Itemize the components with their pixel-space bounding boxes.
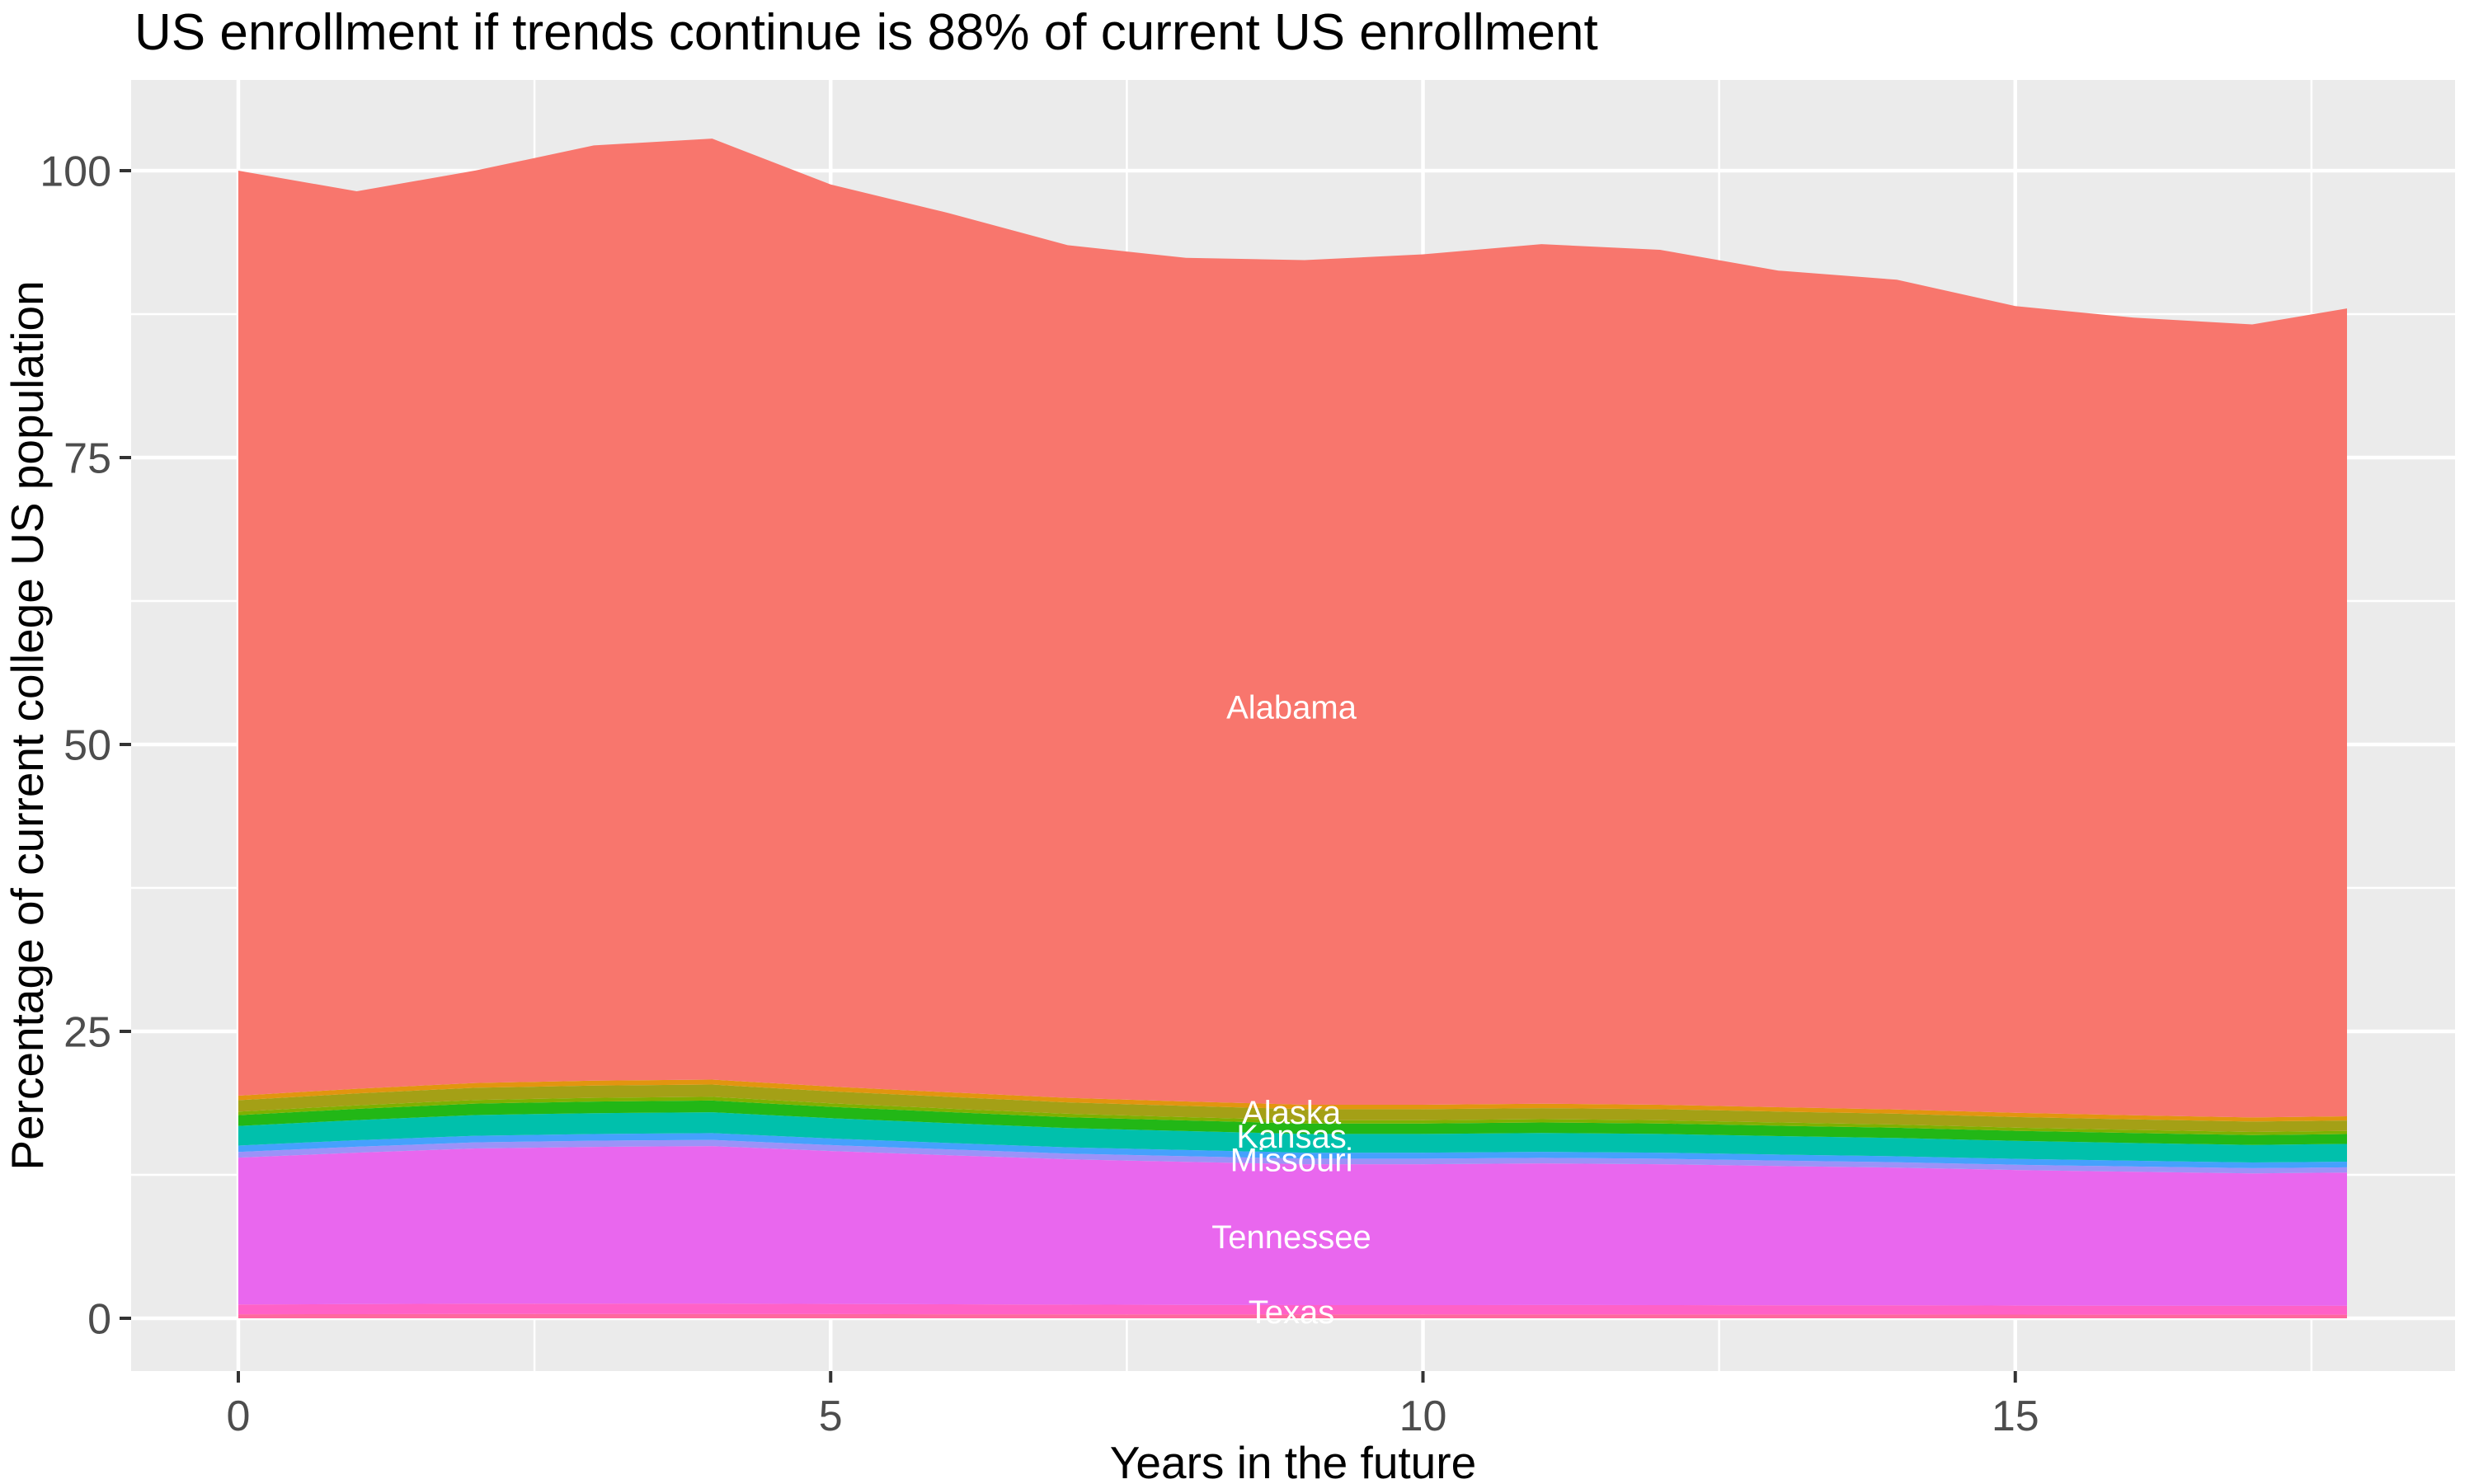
chart-title: US enrollment if trends continue is 88% … <box>134 4 1598 61</box>
x-tick-label: 0 <box>227 1392 251 1440</box>
area-label-kansas: Kansas <box>1236 1119 1346 1155</box>
area-label-alaska: Alaska <box>1242 1095 1342 1131</box>
area-label-missouri: Missouri <box>1230 1143 1353 1179</box>
x-tick-label: 5 <box>819 1392 843 1440</box>
y-tick-label: 100 <box>40 148 111 196</box>
area-alaska <box>238 1084 2347 1132</box>
area-missouri <box>238 1112 2347 1162</box>
area-label-tennessee: Tennessee <box>1211 1219 1371 1256</box>
axis-tick-marks <box>120 169 2017 1383</box>
x-tick-label: 15 <box>1992 1392 2039 1440</box>
area-unlabeled-blue-states <box>238 1133 2347 1168</box>
area-unlabeled-yellowgreen-states <box>238 1097 2347 1135</box>
area-label-alabama: Alabama <box>1226 689 1357 726</box>
y-tick-label: 50 <box>63 722 111 770</box>
x-axis-title: Years in the future <box>1110 1437 1476 1484</box>
y-tick-label: 0 <box>87 1296 111 1344</box>
area-alabama <box>238 139 2347 1118</box>
area-unlabeled-violet-states <box>238 1139 2347 1174</box>
y-axis-title: Percentage of current college US populat… <box>2 280 53 1170</box>
y-tick-label: 25 <box>63 1009 111 1057</box>
y-tick-label: 75 <box>63 435 111 483</box>
axis-tick-labels: 0 5 10 15 0 25 50 75 100 <box>40 148 2039 1440</box>
area-unlabeled-orange-states <box>238 1079 2347 1122</box>
x-tick-label: 10 <box>1399 1392 1447 1440</box>
area-label-texas: Texas <box>1249 1294 1335 1331</box>
area-texas <box>238 1303 2347 1315</box>
area-series <box>238 139 2347 1318</box>
area-unlabeled-bottom-states <box>238 1313 2347 1318</box>
area-kansas <box>238 1100 2347 1145</box>
area-tennessee <box>238 1146 2347 1306</box>
